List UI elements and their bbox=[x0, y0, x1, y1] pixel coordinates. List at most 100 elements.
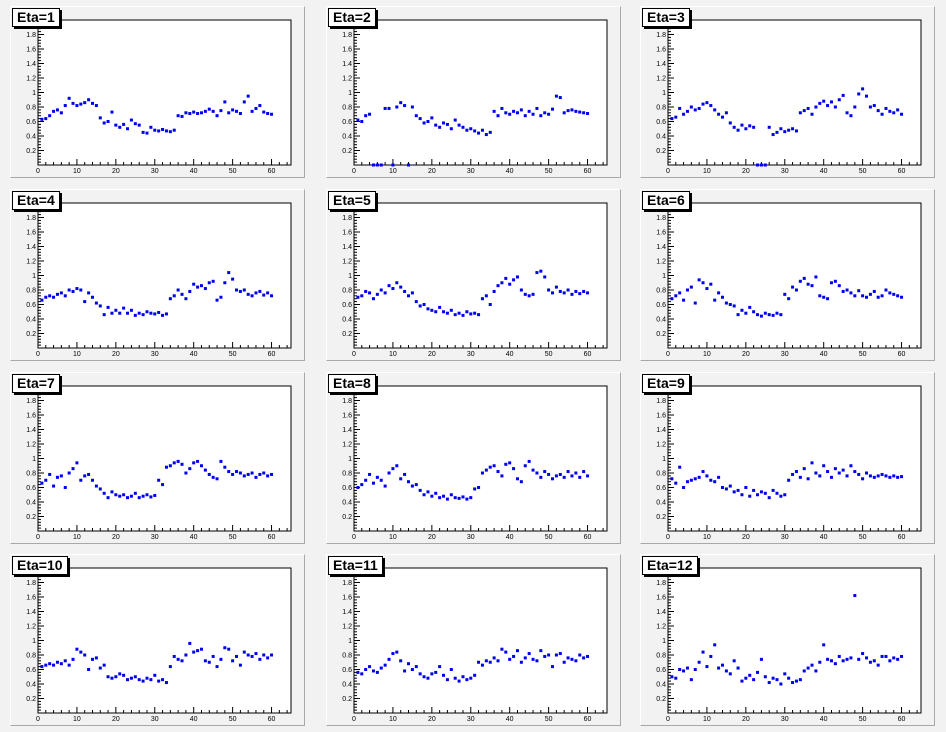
y-tick-label: 1.2 bbox=[656, 76, 666, 83]
data-point bbox=[196, 285, 200, 289]
data-point bbox=[270, 112, 274, 116]
plot-frame bbox=[353, 385, 608, 532]
data-point bbox=[48, 472, 52, 476]
data-point bbox=[71, 657, 75, 661]
data-point bbox=[153, 312, 157, 316]
data-point bbox=[810, 284, 814, 288]
y-tick-label: 1.2 bbox=[342, 259, 352, 266]
data-point bbox=[900, 475, 904, 479]
data-point bbox=[829, 475, 833, 479]
data-point bbox=[106, 496, 110, 500]
y-tick-label: 1.8 bbox=[342, 215, 352, 222]
x-tick-label: 0 bbox=[666, 168, 670, 175]
x-tick-label: 60 bbox=[584, 534, 592, 541]
data-point bbox=[872, 659, 876, 663]
data-point bbox=[845, 111, 849, 115]
data-point bbox=[512, 467, 516, 471]
data-point bbox=[554, 474, 558, 478]
y-tick-label: 0.8 bbox=[342, 653, 352, 660]
data-point bbox=[457, 679, 461, 683]
y-tick-label: 0.4 bbox=[26, 682, 36, 689]
data-point bbox=[806, 666, 810, 670]
x-tick-label: 10 bbox=[73, 716, 81, 723]
y-tick-label: 1 bbox=[662, 638, 666, 645]
data-point bbox=[853, 594, 857, 598]
data-point bbox=[802, 276, 806, 280]
data-point bbox=[422, 121, 426, 125]
data-point bbox=[767, 681, 771, 685]
data-point bbox=[508, 112, 512, 116]
y-tick-label: 0.4 bbox=[656, 317, 666, 324]
data-point bbox=[161, 678, 165, 682]
x-tick-label: 20 bbox=[742, 534, 750, 541]
data-point bbox=[79, 102, 83, 106]
x-tick-label: 20 bbox=[428, 168, 436, 175]
data-point bbox=[360, 672, 364, 676]
data-point bbox=[892, 474, 896, 478]
data-point bbox=[102, 663, 106, 667]
data-point bbox=[701, 650, 705, 654]
data-point bbox=[818, 474, 822, 478]
x-tick-label: 40 bbox=[820, 534, 828, 541]
data-point bbox=[884, 106, 888, 110]
data-point bbox=[709, 478, 713, 482]
data-point bbox=[709, 104, 713, 108]
data-point bbox=[434, 123, 438, 127]
data-point bbox=[430, 494, 434, 498]
data-point bbox=[63, 659, 67, 663]
data-point bbox=[872, 475, 876, 479]
data-point bbox=[763, 163, 767, 167]
data-point bbox=[787, 297, 791, 301]
data-point bbox=[137, 123, 141, 127]
data-point bbox=[496, 659, 500, 663]
data-point bbox=[40, 298, 44, 302]
data-point bbox=[841, 93, 845, 97]
data-point bbox=[896, 294, 900, 298]
x-tick-label: 40 bbox=[190, 534, 198, 541]
y-tick-label: 0.6 bbox=[342, 119, 352, 126]
data-point bbox=[199, 464, 203, 468]
x-tick-label: 20 bbox=[112, 168, 120, 175]
data-point bbox=[364, 114, 368, 118]
data-point bbox=[752, 310, 756, 314]
data-point bbox=[71, 101, 75, 105]
data-point bbox=[438, 496, 442, 500]
data-point bbox=[566, 109, 570, 113]
data-point bbox=[90, 657, 94, 661]
data-point bbox=[59, 111, 63, 115]
data-point bbox=[438, 305, 442, 309]
data-point bbox=[106, 675, 110, 679]
data-point bbox=[422, 303, 426, 306]
data-point bbox=[196, 459, 200, 463]
data-point bbox=[406, 480, 410, 484]
data-point bbox=[145, 676, 149, 680]
data-point bbox=[500, 281, 504, 285]
data-point bbox=[543, 275, 547, 279]
y-tick-label: 0.6 bbox=[656, 485, 666, 492]
data-point bbox=[814, 105, 818, 109]
data-point bbox=[558, 96, 562, 100]
data-point bbox=[480, 128, 484, 132]
data-point bbox=[48, 662, 52, 666]
data-point bbox=[406, 662, 410, 666]
data-point bbox=[418, 488, 422, 492]
data-point bbox=[728, 303, 732, 306]
data-point bbox=[496, 114, 500, 118]
data-point bbox=[876, 109, 880, 113]
data-point bbox=[469, 312, 473, 316]
x-tick-label: 50 bbox=[545, 351, 553, 358]
data-point bbox=[172, 128, 176, 132]
y-tick-label: 1.8 bbox=[26, 580, 36, 587]
data-point bbox=[578, 292, 582, 296]
y-tick-label: 1.6 bbox=[26, 230, 36, 237]
y-tick-label: 0.2 bbox=[26, 148, 36, 155]
y-tick-label: 1 bbox=[32, 456, 36, 463]
data-point bbox=[157, 310, 161, 314]
data-point bbox=[670, 477, 674, 481]
x-tick-label: 30 bbox=[781, 351, 789, 358]
data-point bbox=[841, 659, 845, 663]
data-point bbox=[543, 111, 547, 115]
data-point bbox=[837, 284, 841, 288]
data-point bbox=[826, 470, 830, 474]
data-point bbox=[52, 295, 56, 299]
